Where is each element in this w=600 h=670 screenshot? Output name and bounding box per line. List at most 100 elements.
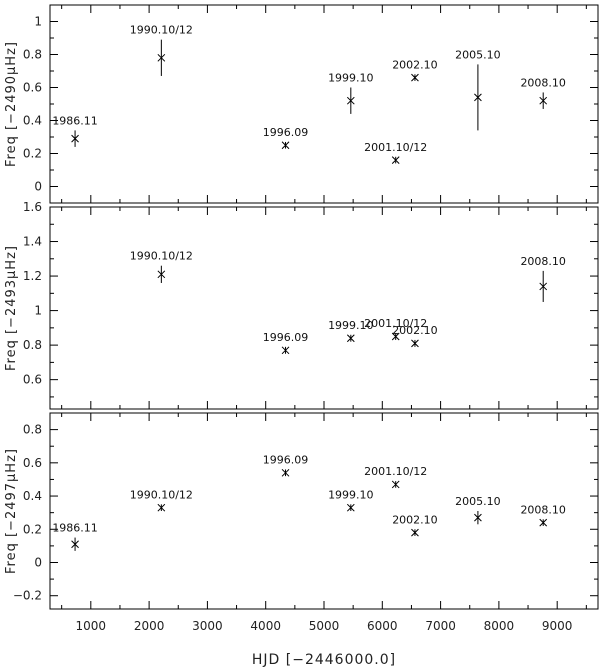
data-point: 1999.10	[328, 319, 374, 343]
panel-3: −0.2 0 0.2 0.4 0.6 0.8 Freq [−2497μHz] 1986.11 1…	[4, 412, 599, 633]
x-tick-label: 6000	[367, 619, 398, 633]
x-marker	[346, 503, 355, 512]
panel-2: 0.6 0.8 1 1.2 1.4 1.6 Freq [−2493μHz] 1990.10/1…	[4, 200, 599, 410]
x-marker	[391, 332, 400, 341]
point-label: 2001.10/12	[364, 317, 427, 330]
point-label: 1986.11	[52, 522, 98, 535]
point-label: 2005.10	[455, 48, 501, 61]
y-axis-label: Freq [−2490μHz]	[4, 41, 19, 167]
x-marker	[157, 503, 166, 512]
point-label: 1996.09	[263, 453, 309, 466]
x-marker	[346, 334, 355, 343]
x-tick-label: 7000	[425, 619, 456, 633]
data-point: 2005.10	[455, 48, 501, 131]
y-tick-label: 1	[34, 304, 42, 318]
data-point: 2002.10	[392, 513, 438, 537]
y-tick-label: 0.2	[23, 147, 42, 161]
data-point: 1990.10/12	[130, 488, 193, 512]
point-label: 2001.10/12	[364, 141, 427, 154]
point-label: 2002.10	[392, 58, 438, 71]
y-tick-label: 0.8	[23, 423, 42, 437]
y-axis-label: Freq [−2493μHz]	[4, 245, 19, 371]
x-tick-label: 2000	[134, 619, 165, 633]
x-marker	[346, 96, 355, 105]
data-point: 1986.11	[52, 114, 98, 147]
x-marker	[281, 141, 290, 150]
point-label: 1996.09	[263, 331, 309, 344]
y-tick-label: −0.2	[13, 589, 42, 603]
point-label: 2008.10	[520, 503, 566, 516]
x-marker	[281, 346, 290, 355]
y-tick-label: 1.4	[23, 235, 42, 249]
x-marker	[157, 53, 166, 62]
data-point: 1996.09	[263, 331, 309, 355]
x-marker	[539, 518, 548, 527]
y-tick-label: 0.6	[23, 373, 42, 387]
data-point: 1999.10	[328, 488, 374, 512]
point-label: 1999.10	[328, 488, 374, 501]
data-point: 2002.10	[392, 58, 438, 82]
point-label: 2002.10	[392, 513, 438, 526]
x-marker	[411, 339, 419, 348]
y-tick-label: 0.4	[23, 114, 42, 128]
x-marker	[474, 513, 482, 522]
y-tick-label: 0.2	[23, 522, 42, 536]
x-tick-label: 3000	[192, 619, 223, 633]
data-point: 2001.10/12	[364, 141, 427, 164]
y-axis-label: Freq [−2497μHz]	[4, 448, 19, 574]
data-point: 2008.10	[520, 503, 566, 527]
data-point: 1990.10/12	[130, 250, 193, 283]
x-marker	[281, 468, 290, 477]
x-tick-label: 9000	[542, 619, 573, 633]
data-point: 1990.10/12	[130, 24, 193, 76]
point-label: 1986.11	[52, 114, 98, 127]
data-point: 1996.09	[263, 453, 309, 477]
point-label: 1990.10/12	[130, 488, 193, 501]
point-label: 1990.10/12	[130, 24, 193, 37]
x-tick-label: 4000	[250, 619, 281, 633]
plot-frame	[49, 412, 599, 610]
data-point: 2002.10	[392, 324, 438, 348]
y-tick-label: 0.6	[23, 456, 42, 470]
point-label: 1990.10/12	[130, 250, 193, 263]
y-tick-label: 0.4	[23, 489, 42, 503]
x-marker	[391, 480, 400, 489]
x-marker	[474, 93, 482, 102]
y-tick-label: 1.2	[23, 269, 42, 283]
point-label: 2008.10	[520, 255, 566, 268]
x-tick-label: 1000	[76, 619, 107, 633]
y-tick-label: 0.6	[23, 81, 42, 95]
x-marker	[539, 282, 548, 291]
data-point: 2001.10/12	[364, 317, 427, 341]
data-point: 2001.10/12	[364, 465, 427, 489]
point-label: 1999.10	[328, 319, 374, 332]
x-marker	[157, 270, 166, 279]
data-point: 2008.10	[520, 255, 566, 302]
x-marker	[71, 134, 79, 143]
y-tick-label: 1.6	[23, 200, 42, 214]
x-tick-label: 5000	[309, 619, 340, 633]
x-tick-label: 8000	[484, 619, 515, 633]
data-point: 1999.10	[328, 72, 374, 114]
y-tick-label: 0	[34, 180, 42, 194]
point-label: 1999.10	[328, 72, 374, 85]
y-tick-label: 0	[34, 555, 42, 569]
point-label: 1996.09	[263, 126, 309, 139]
panel-1: 0 0.2 0.4 0.6 0.8 1 Freq [−2490μHz] 1986.11 1990…	[4, 4, 599, 204]
y-tick-label: 0.8	[23, 48, 42, 62]
x-marker	[411, 528, 419, 537]
x-axis-label: HJD [−2446000.0]	[252, 652, 396, 668]
y-tick-label: 0.8	[23, 338, 42, 352]
point-label: 2005.10	[455, 495, 501, 508]
point-label: 2002.10	[392, 324, 438, 337]
x-marker	[71, 540, 79, 549]
data-point: 1996.09	[263, 126, 309, 150]
data-point: 2005.10	[455, 495, 501, 525]
y-tick-label: 1	[34, 15, 42, 29]
data-point: 2008.10	[520, 76, 566, 109]
data-point: 1986.11	[52, 522, 98, 551]
x-marker	[411, 73, 419, 82]
x-marker	[539, 96, 548, 105]
point-label: 2008.10	[520, 76, 566, 89]
